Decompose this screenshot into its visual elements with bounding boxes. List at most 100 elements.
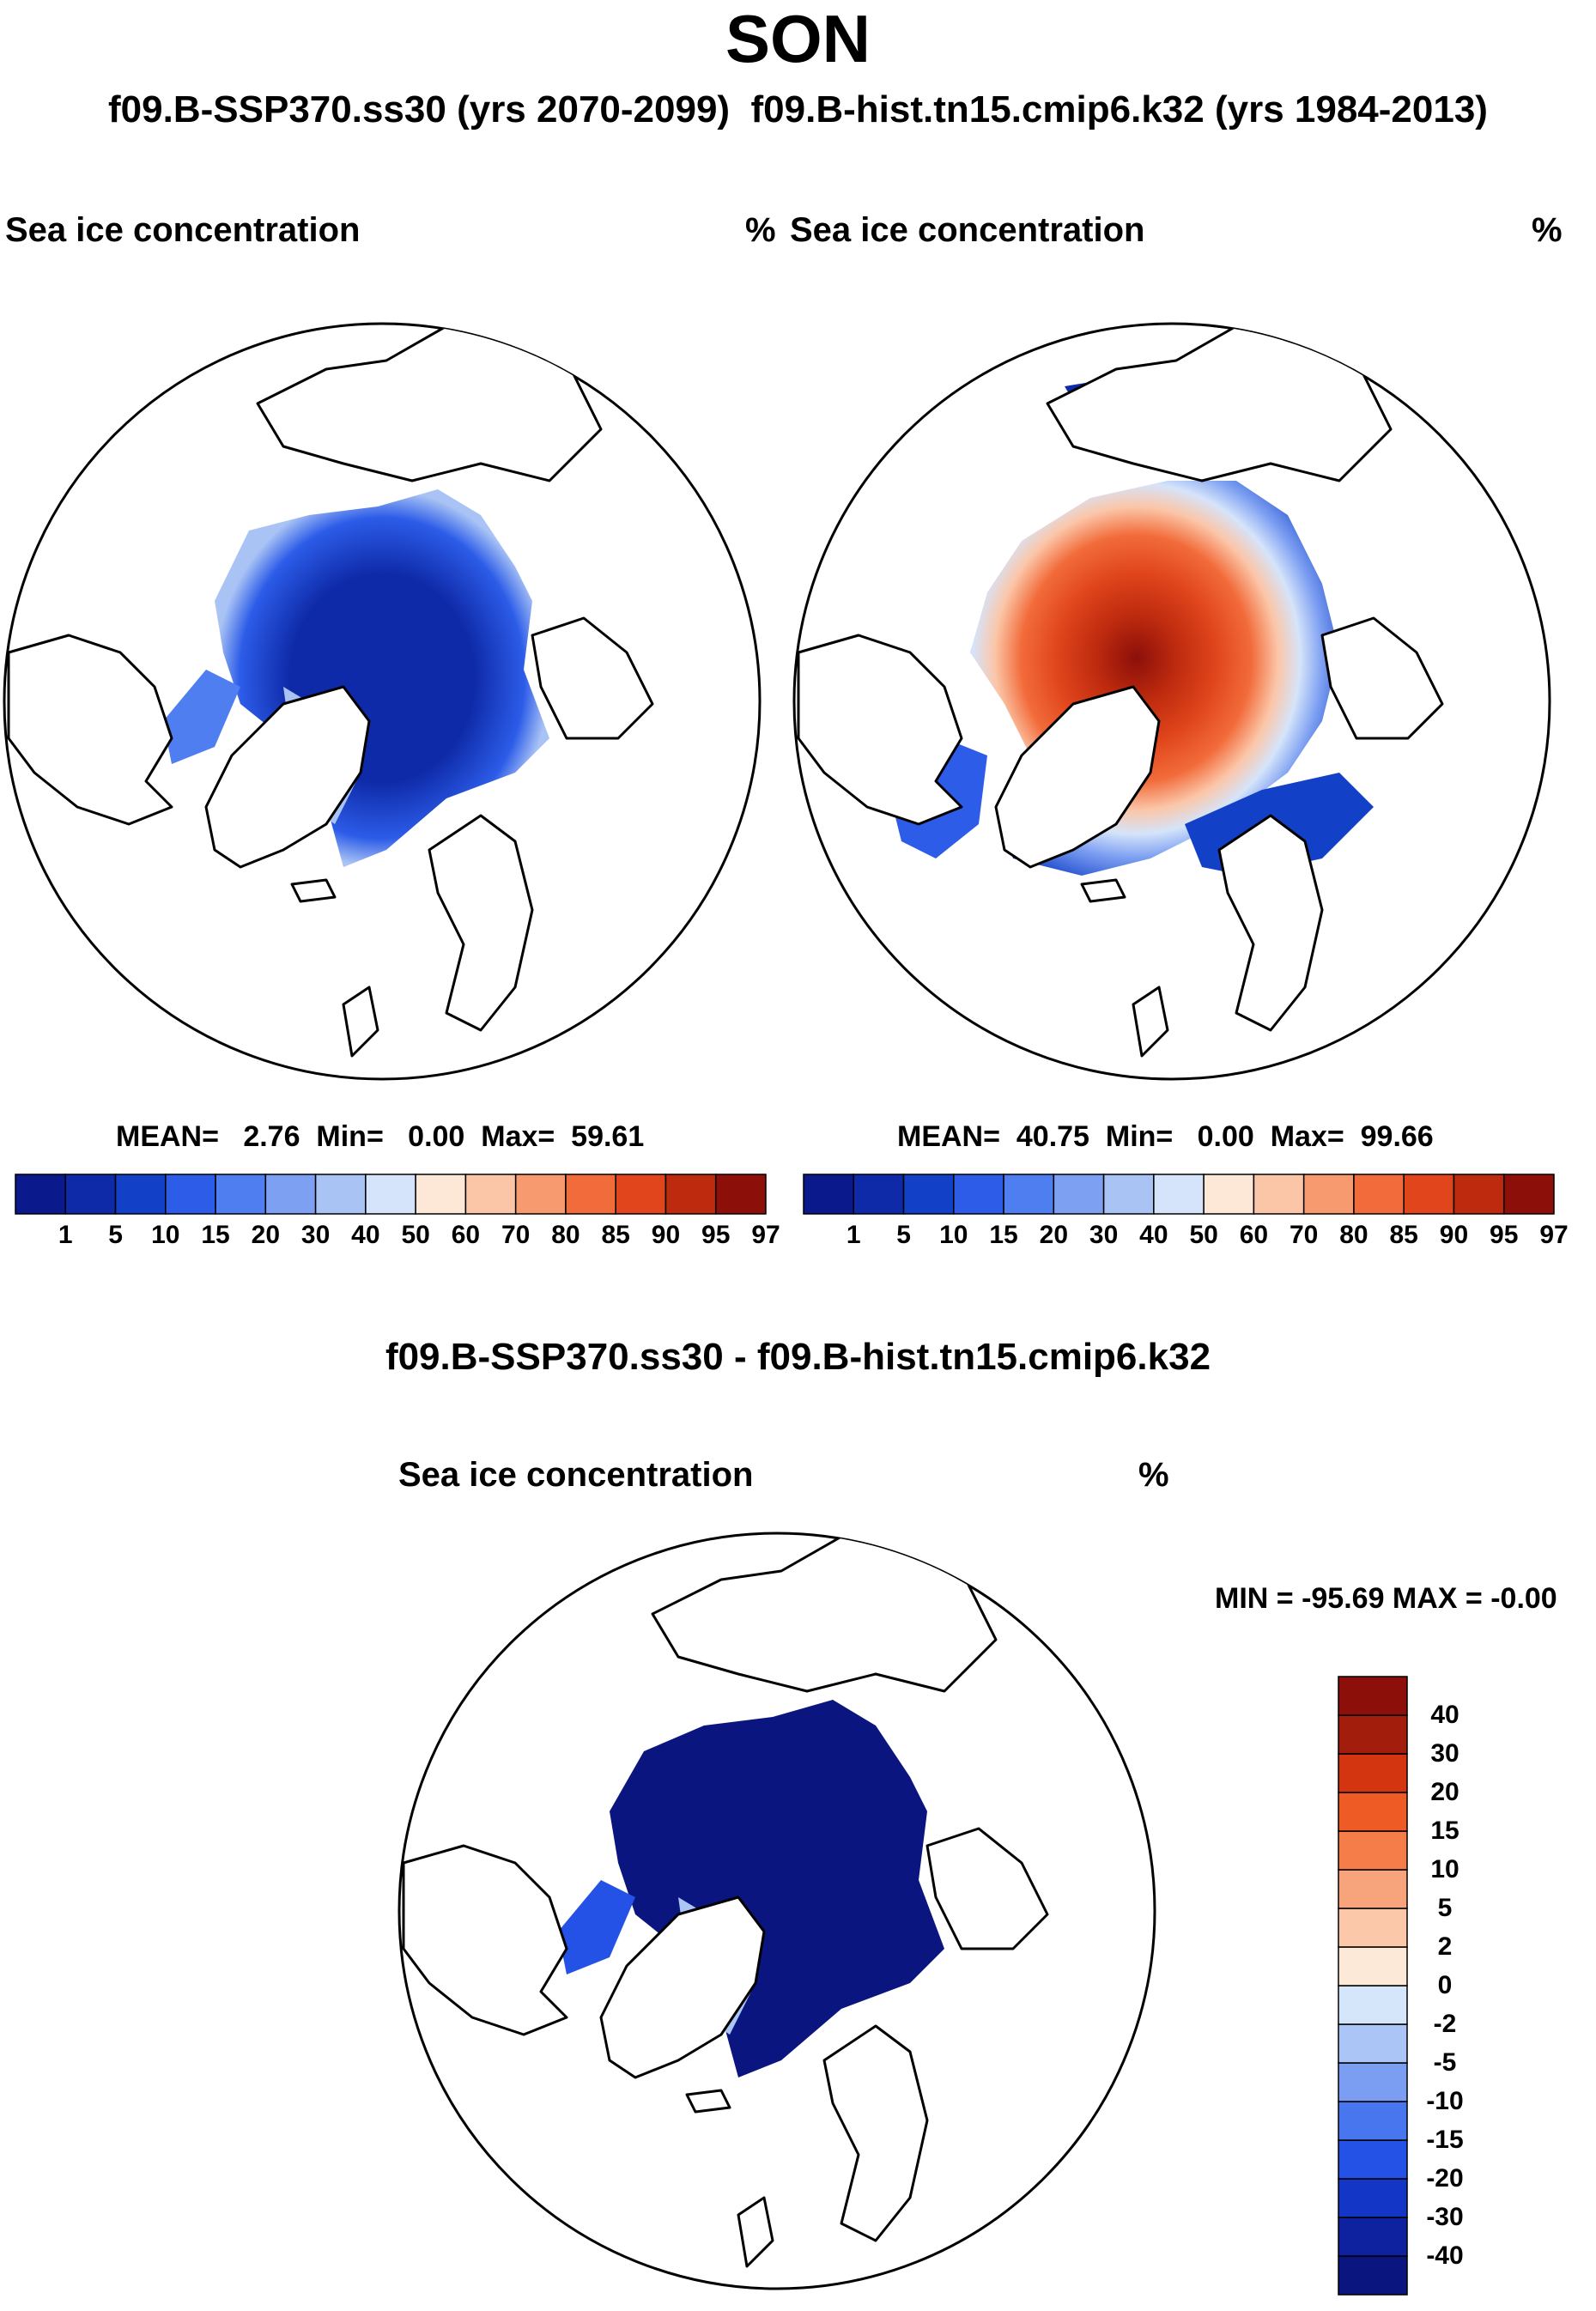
difference-colorbar xyxy=(1338,1676,1408,2296)
right-north-america xyxy=(797,634,963,826)
left-max-value: 59.61 xyxy=(571,1120,645,1153)
difference-colorbar-swatch xyxy=(1338,1908,1408,1948)
left-colorbar-tick: 5 xyxy=(108,1221,123,1249)
right-colorbar-tick: 97 xyxy=(1539,1221,1569,1249)
difference-colorbar-tick: 0 xyxy=(1437,1971,1453,1999)
difference-title: f09.B-SSP370.ss30 - f09.B-hist.tn15.cmip… xyxy=(385,1336,1211,1378)
difference-colorbar-tick: 5 xyxy=(1437,1894,1453,1922)
right-mean-value: 40.75 xyxy=(1016,1120,1089,1153)
difference-colorbar-swatch xyxy=(1338,1714,1408,1755)
right-colorbar-tick: 90 xyxy=(1439,1221,1469,1249)
left-north-america xyxy=(7,634,173,826)
left-colorbar-swatch xyxy=(64,1174,117,1215)
right-max-label: Max= xyxy=(1270,1120,1344,1153)
right-colorbar-swatch xyxy=(1203,1174,1255,1215)
difference-colorbar-swatch xyxy=(1338,2217,1408,2257)
difference-colorbar-tick: -2 xyxy=(1433,2010,1457,2038)
difference-eurasia-top xyxy=(651,1535,998,1693)
difference-units-label: % xyxy=(1138,1456,1169,1494)
left-colorbar-tick: 15 xyxy=(201,1221,230,1249)
left-colorbar xyxy=(15,1174,767,1215)
difference-colorbar-swatch xyxy=(1338,1792,1408,1832)
right-colorbar-swatch xyxy=(803,1174,855,1215)
difference-variable-label: Sea ice concentration xyxy=(398,1456,754,1494)
difference-iceland xyxy=(685,2089,731,2114)
right-siberia xyxy=(1320,616,1444,740)
right-colorbar-tick: 20 xyxy=(1039,1221,1069,1249)
left-colorbar-swatch xyxy=(664,1174,717,1215)
right-units-label: % xyxy=(1532,211,1563,249)
difference-colorbar-swatch xyxy=(1338,2101,1408,2141)
difference-map xyxy=(397,1532,1156,2290)
right-colorbar-tick: 50 xyxy=(1189,1221,1218,1249)
right-colorbar-tick: 60 xyxy=(1239,1221,1269,1249)
difference-colorbar-tick: -30 xyxy=(1426,2203,1464,2231)
left-scandinavia xyxy=(428,814,534,1032)
left-sea-ice-field xyxy=(215,489,549,867)
left-colorbar-tick: 95 xyxy=(701,1221,731,1249)
left-min-value: 0.00 xyxy=(408,1120,465,1153)
left-colorbar-tick: 40 xyxy=(351,1221,380,1249)
right-colorbar-tick: 40 xyxy=(1139,1221,1168,1249)
difference-uk xyxy=(737,2196,774,2268)
right-mean-label: MEAN= xyxy=(897,1120,1000,1153)
left-colorbar-swatch xyxy=(114,1174,167,1215)
right-map xyxy=(792,322,1551,1081)
difference-colorbar-tick: -40 xyxy=(1426,2241,1464,2270)
right-greenland xyxy=(994,685,1161,869)
left-colorbar-tick: 70 xyxy=(501,1221,531,1249)
left-colorbar-swatch xyxy=(264,1174,317,1215)
difference-ice-loss-field xyxy=(610,1700,944,2077)
left-variable-label: Sea ice concentration xyxy=(5,211,361,249)
difference-colorbar-tick: 20 xyxy=(1430,1778,1459,1806)
difference-minmax: MIN = -95.69 MAX = -0.00 xyxy=(1215,1582,1557,1615)
left-colorbar-swatch xyxy=(615,1174,667,1215)
left-colorbar-swatch xyxy=(464,1174,517,1215)
left-uk xyxy=(342,986,379,1058)
difference-colorbar-tick: -15 xyxy=(1426,2126,1464,2154)
difference-colorbar-tick: -10 xyxy=(1426,2087,1464,2115)
left-colorbar-swatch xyxy=(714,1174,767,1215)
left-colorbar-swatch xyxy=(565,1174,616,1215)
right-colorbar-tick: 95 xyxy=(1490,1221,1519,1249)
left-iceland xyxy=(290,878,337,903)
subtitle-right: f09.B-hist.tn15.cmip6.k32 (yrs 1984-2013… xyxy=(750,88,1488,130)
season-title: SON xyxy=(725,1,871,76)
right-colorbar-swatch xyxy=(1253,1174,1305,1215)
right-colorbar-swatch xyxy=(902,1174,955,1215)
left-colorbar-tick: 10 xyxy=(151,1221,180,1249)
difference-colorbar-swatch xyxy=(1338,1830,1408,1871)
right-colorbar-swatch xyxy=(1403,1174,1455,1215)
right-colorbar-swatch xyxy=(1003,1174,1055,1215)
right-colorbar-swatch xyxy=(953,1174,1004,1215)
difference-colorbar-swatch xyxy=(1338,2178,1408,2218)
subtitle-left: f09.B-SSP370.ss30 (yrs 2070-2099) xyxy=(108,88,731,130)
right-eurasia-top xyxy=(1046,325,1393,482)
right-colorbar-tick: 10 xyxy=(939,1221,968,1249)
left-siberia xyxy=(531,616,654,740)
right-uk xyxy=(1132,986,1169,1058)
left-colorbar-tick: 80 xyxy=(551,1221,580,1249)
difference-colorbar-tick: -5 xyxy=(1433,2048,1457,2077)
difference-ice-loss-edge xyxy=(558,1880,635,1974)
right-colorbar-tick: 80 xyxy=(1339,1221,1368,1249)
right-max-value: 99.66 xyxy=(1360,1120,1434,1153)
right-min-value: 0.00 xyxy=(1197,1120,1254,1153)
difference-scandinavia xyxy=(822,2024,929,2242)
difference-greenland xyxy=(599,1896,766,2079)
left-colorbar-swatch xyxy=(215,1174,267,1215)
difference-colorbar-swatch xyxy=(1338,2062,1408,2102)
right-colorbar-swatch xyxy=(1353,1174,1405,1215)
difference-colorbar-swatch xyxy=(1338,2023,1408,2064)
difference-colorbar-swatch xyxy=(1338,1869,1408,1909)
right-colorbar-tick: 85 xyxy=(1389,1221,1418,1249)
right-colorbar-swatch xyxy=(1453,1174,1505,1215)
right-colorbar-tick: 70 xyxy=(1289,1221,1319,1249)
left-colorbar-swatch xyxy=(314,1174,367,1215)
difference-siberia xyxy=(925,1827,1049,1950)
left-colorbar-tick: 90 xyxy=(651,1221,681,1249)
difference-colorbar-swatch xyxy=(1338,1753,1408,1793)
left-colorbar-tick: 60 xyxy=(451,1221,481,1249)
right-colorbar-swatch xyxy=(1053,1174,1105,1215)
right-colorbar-swatch xyxy=(1153,1174,1205,1215)
